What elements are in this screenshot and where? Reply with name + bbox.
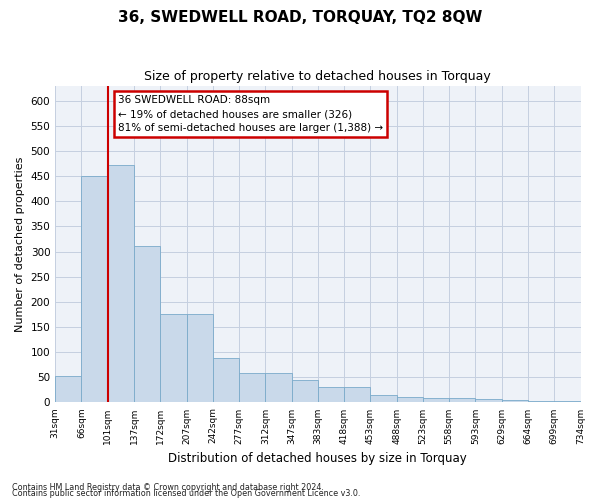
Bar bbox=[502, 400, 528, 402]
Text: Contains public sector information licensed under the Open Government Licence v3: Contains public sector information licen… bbox=[12, 489, 361, 498]
X-axis label: Distribution of detached houses by size in Torquay: Distribution of detached houses by size … bbox=[169, 452, 467, 465]
Bar bbox=[55, 376, 82, 402]
Bar bbox=[82, 176, 108, 402]
Text: Contains HM Land Registry data © Crown copyright and database right 2024.: Contains HM Land Registry data © Crown c… bbox=[12, 483, 324, 492]
Text: 36, SWEDWELL ROAD, TORQUAY, TQ2 8QW: 36, SWEDWELL ROAD, TORQUAY, TQ2 8QW bbox=[118, 10, 482, 25]
Bar bbox=[554, 401, 581, 402]
Bar bbox=[108, 165, 134, 402]
Bar bbox=[239, 374, 265, 402]
Bar bbox=[449, 398, 475, 402]
Bar bbox=[265, 374, 292, 402]
Bar bbox=[187, 314, 213, 402]
Bar bbox=[160, 314, 187, 402]
Bar bbox=[344, 388, 370, 402]
Bar bbox=[134, 246, 160, 402]
Bar bbox=[318, 388, 344, 402]
Text: 36 SWEDWELL ROAD: 88sqm
← 19% of detached houses are smaller (326)
81% of semi-d: 36 SWEDWELL ROAD: 88sqm ← 19% of detache… bbox=[118, 95, 383, 133]
Bar bbox=[423, 398, 449, 402]
Bar bbox=[213, 358, 239, 403]
Title: Size of property relative to detached houses in Torquay: Size of property relative to detached ho… bbox=[145, 70, 491, 83]
Bar bbox=[528, 401, 554, 402]
Bar bbox=[397, 398, 423, 402]
Bar bbox=[370, 395, 397, 402]
Y-axis label: Number of detached properties: Number of detached properties bbox=[15, 156, 25, 332]
Bar bbox=[292, 380, 318, 402]
Bar bbox=[475, 399, 502, 402]
